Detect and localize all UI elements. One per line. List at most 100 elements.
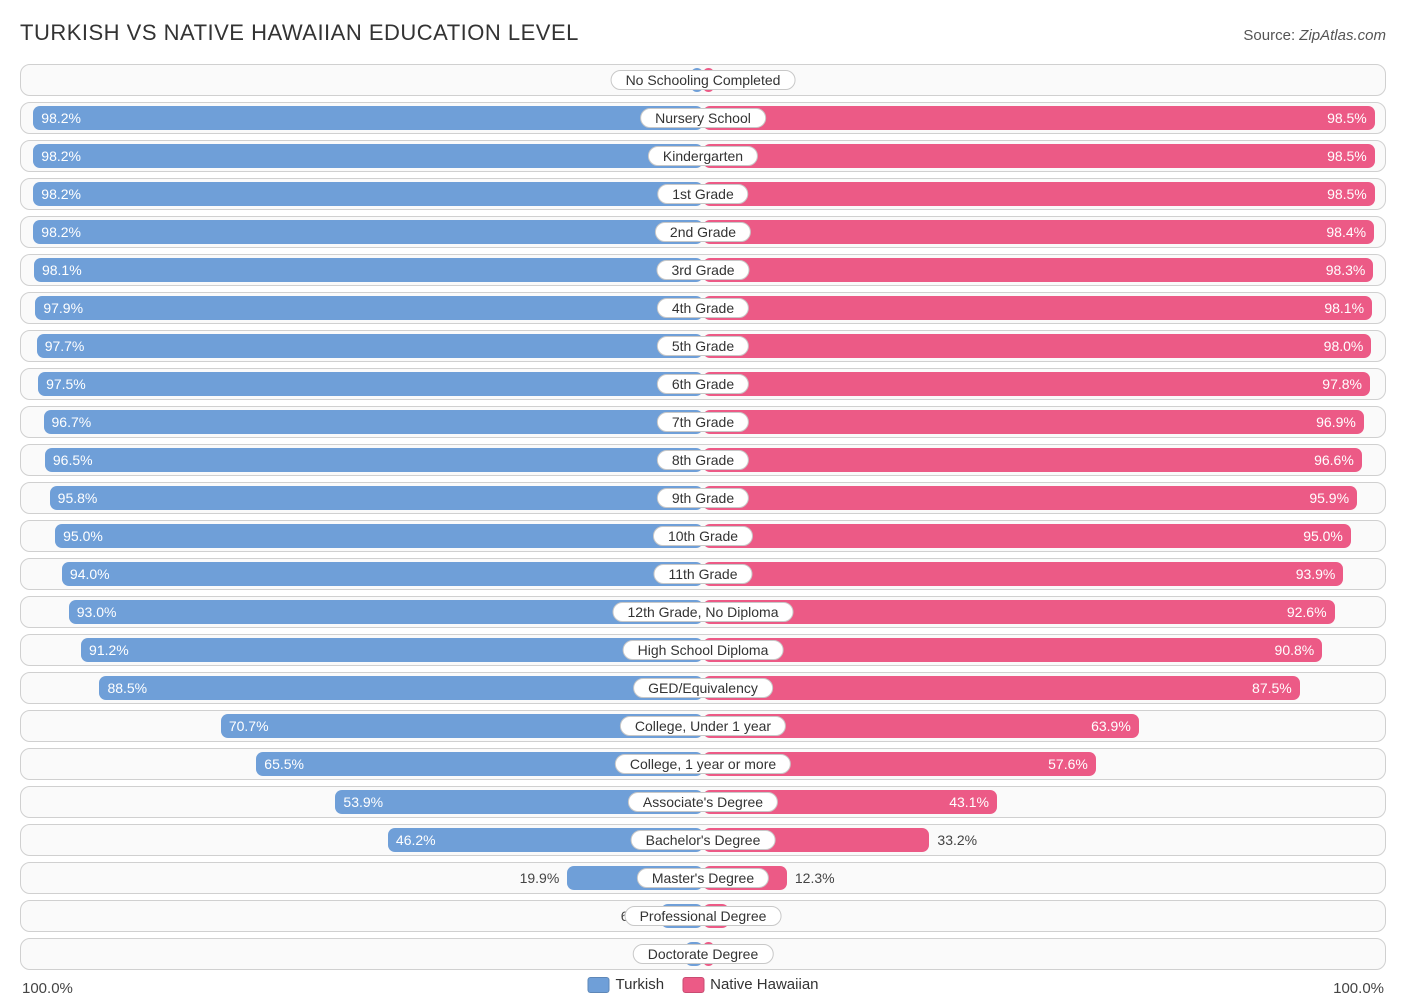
bar-right: 96.9% — [703, 410, 1364, 434]
legend-item-left: Turkish — [587, 976, 664, 993]
education-level-chart: TURKISH VS NATIVE HAWAIIAN EDUCATION LEV… — [0, 0, 1406, 975]
bar-left-value: 53.9% — [343, 794, 383, 810]
bar-right-value: 57.6% — [1048, 756, 1088, 772]
chart-row: 94.0% 93.9%11th Grade — [20, 558, 1386, 590]
chart-row: 53.9% 43.1% Associate's Degree — [20, 786, 1386, 818]
bar-left-value: 98.2% — [41, 148, 81, 164]
chart-row: 97.9% 98.1% 4th Grade — [20, 292, 1386, 324]
bar-right-value: 87.5% — [1252, 680, 1292, 696]
category-label: 12th Grade, No Diploma — [613, 602, 794, 622]
category-label: 4th Grade — [657, 298, 749, 318]
category-label: No Schooling Completed — [611, 70, 796, 90]
bar-left: 98.2% — [33, 144, 703, 168]
chart-title: TURKISH VS NATIVE HAWAIIAN EDUCATION LEV… — [20, 20, 579, 46]
bar-right: 98.4% — [703, 220, 1374, 244]
bar-left: 96.7% — [44, 410, 703, 434]
bar-right: 98.5% — [703, 182, 1375, 206]
source-name: ZipAtlas.com — [1299, 27, 1386, 44]
bar-right: 98.5% — [703, 106, 1375, 130]
chart-row: 95.8%95.9%9th Grade — [20, 482, 1386, 514]
chart-row: 97.7%98.0%5th Grade — [20, 330, 1386, 362]
bar-right-value: 97.8% — [1322, 376, 1362, 392]
bar-left: 91.2% — [81, 638, 703, 662]
bar-right: 98.5% — [703, 144, 1375, 168]
bar-right: 93.9% — [703, 562, 1343, 586]
category-label: Nursery School — [640, 108, 766, 128]
chart-row: 96.5%96.6%8th Grade — [20, 444, 1386, 476]
bar-right-value: 98.0% — [1324, 338, 1364, 354]
bar-left-value: 95.8% — [58, 490, 98, 506]
category-label: 1st Grade — [657, 184, 748, 204]
category-label: High School Diploma — [623, 640, 784, 660]
bar-right: 97.8% — [703, 372, 1370, 396]
chart-header: TURKISH VS NATIVE HAWAIIAN EDUCATION LEV… — [20, 20, 1386, 46]
bar-left: 96.5% — [45, 448, 703, 472]
bar-left-value: 19.9% — [520, 870, 560, 886]
bar-left-value: 97.9% — [43, 300, 83, 316]
chart-rows: 1.8%1.6%No Schooling Completed98.2%98.5%… — [20, 64, 1386, 970]
category-label: GED/Equivalency — [633, 678, 773, 698]
bar-left-value: 46.2% — [396, 832, 436, 848]
bar-right-value: 98.1% — [1324, 300, 1364, 316]
chart-row: 46.2% 33.2% Bachelor's Degree — [20, 824, 1386, 856]
bar-left: 97.9% — [35, 296, 703, 320]
legend-swatch-right — [682, 977, 704, 993]
chart-row: 98.2% 98.5% 1st Grade — [20, 178, 1386, 210]
category-label: Doctorate Degree — [633, 944, 774, 964]
bar-left: 88.5% — [99, 676, 703, 700]
axis-max-right: 100.0% — [1333, 980, 1384, 997]
bar-left-value: 91.2% — [89, 642, 129, 658]
category-label: 5th Grade — [657, 336, 749, 356]
category-label: College, 1 year or more — [615, 754, 791, 774]
category-label: Bachelor's Degree — [631, 830, 776, 850]
category-label: 2nd Grade — [655, 222, 751, 242]
bar-right-value: 98.5% — [1327, 110, 1367, 126]
bar-left-value: 88.5% — [107, 680, 147, 696]
bar-right: 92.6% — [703, 600, 1335, 624]
bar-right-value: 43.1% — [949, 794, 989, 810]
bar-right-value: 98.5% — [1327, 148, 1367, 164]
bar-left: 93.0% — [69, 600, 703, 624]
category-label: 3rd Grade — [656, 260, 749, 280]
bar-left-value: 93.0% — [77, 604, 117, 620]
bar-right-value: 33.2% — [937, 832, 977, 848]
bar-right: 98.1% — [703, 296, 1372, 320]
chart-row: 88.5% 87.5% GED/Equivalency — [20, 672, 1386, 704]
bar-left: 98.2% — [33, 106, 703, 130]
chart-source: Source: ZipAtlas.com — [1243, 27, 1386, 44]
legend-label-right: Native Hawaiian — [710, 976, 818, 993]
bar-left-value: 98.1% — [42, 262, 82, 278]
category-label: 11th Grade — [653, 564, 752, 584]
chart-row: 93.0% 92.6% 12th Grade, No Diploma — [20, 596, 1386, 628]
chart-footer: 100.0% 100.0% Turkish Native Hawaiian — [20, 976, 1386, 1004]
bar-left-value: 96.7% — [52, 414, 92, 430]
bar-right-value: 12.3% — [795, 870, 835, 886]
chart-row: 96.7% 96.9%7th Grade — [20, 406, 1386, 438]
bar-left-value: 98.2% — [41, 186, 81, 202]
category-label: Kindergarten — [648, 146, 758, 166]
bar-left: 98.2% — [33, 220, 703, 244]
bar-right-value: 98.5% — [1327, 186, 1367, 202]
bar-right: 96.6% — [703, 448, 1362, 472]
bar-left-value: 96.5% — [53, 452, 93, 468]
category-label: 10th Grade — [653, 526, 753, 546]
legend-label-left: Turkish — [615, 976, 664, 993]
category-label: Associate's Degree — [628, 792, 778, 812]
category-label: Professional Degree — [625, 906, 782, 926]
category-label: 7th Grade — [657, 412, 749, 432]
chart-row: 6.2%3.8%Professional Degree — [20, 900, 1386, 932]
bar-right-value: 98.3% — [1326, 262, 1366, 278]
chart-row: 91.2%90.8%High School Diploma — [20, 634, 1386, 666]
bar-left-value: 98.2% — [41, 110, 81, 126]
bar-left-value: 97.5% — [46, 376, 86, 392]
chart-row: 97.5%97.8%6th Grade — [20, 368, 1386, 400]
chart-row: 98.2% 98.5% Nursery School — [20, 102, 1386, 134]
bar-right-value: 96.6% — [1314, 452, 1354, 468]
legend-swatch-left — [587, 977, 609, 993]
bar-left-value: 98.2% — [41, 224, 81, 240]
bar-left-value: 70.7% — [229, 718, 269, 734]
bar-right-value: 92.6% — [1287, 604, 1327, 620]
chart-row: 95.0%95.0%10th Grade — [20, 520, 1386, 552]
bar-left-value: 94.0% — [70, 566, 110, 582]
bar-right-value: 63.9% — [1091, 718, 1131, 734]
